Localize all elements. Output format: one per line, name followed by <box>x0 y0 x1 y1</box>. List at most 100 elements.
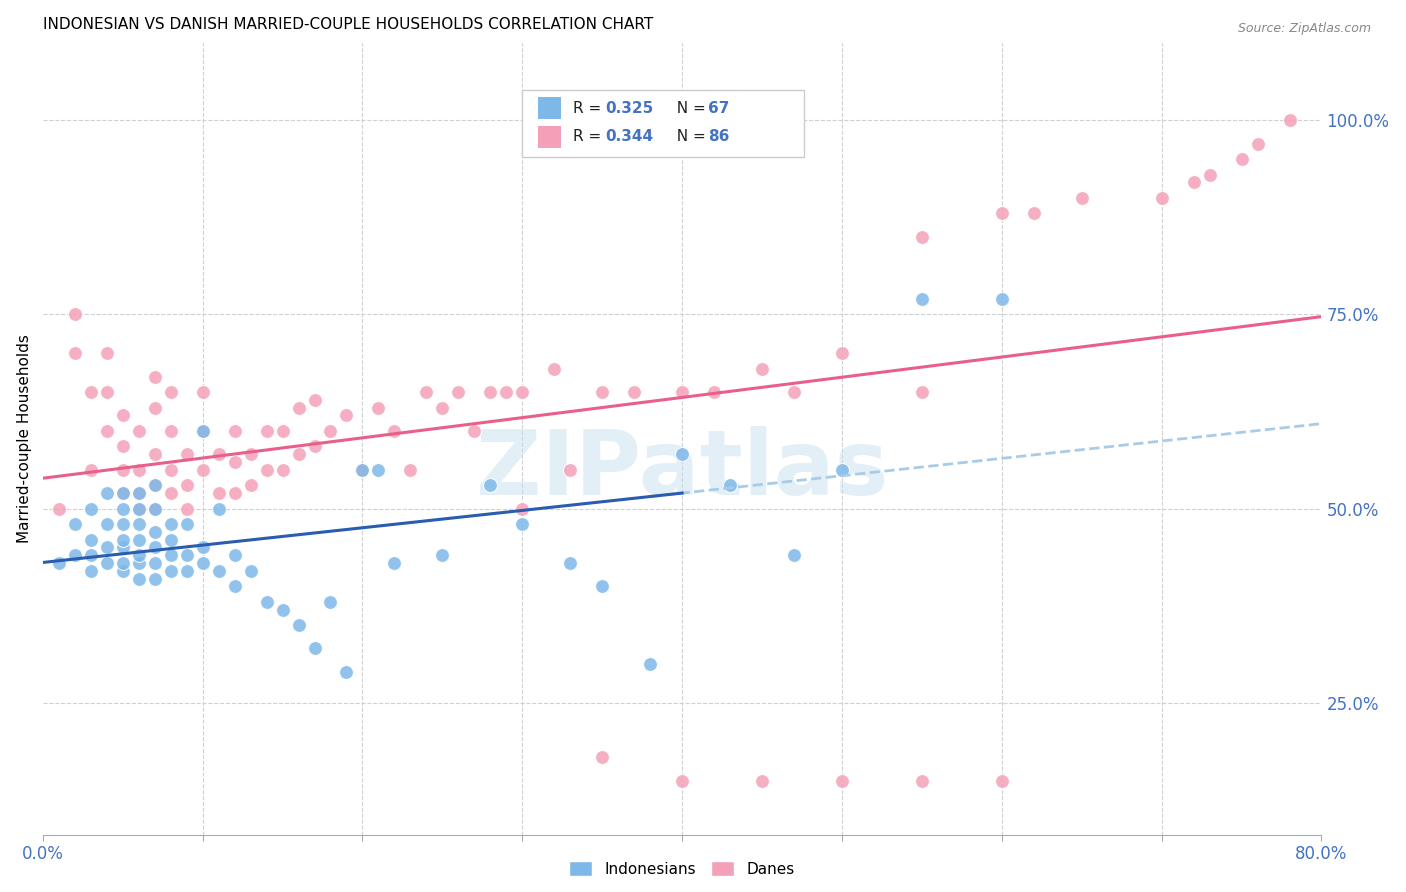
Point <box>111 440 134 454</box>
Point <box>111 556 134 570</box>
Point <box>479 385 502 400</box>
Point <box>751 361 773 376</box>
Point <box>111 517 134 532</box>
Point <box>510 385 533 400</box>
Point <box>591 579 613 593</box>
Bar <box>537 126 561 148</box>
Point <box>911 292 934 306</box>
Point <box>911 773 934 788</box>
Legend: Indonesians, Danes: Indonesians, Danes <box>564 855 801 883</box>
Point <box>831 346 853 360</box>
Point <box>271 463 294 477</box>
Point <box>143 556 166 570</box>
Point <box>623 385 645 400</box>
Point <box>718 478 741 492</box>
Point <box>159 486 181 500</box>
Point <box>432 401 454 415</box>
Point <box>96 385 118 400</box>
Point <box>63 517 86 532</box>
Point <box>96 424 118 438</box>
Point <box>415 385 437 400</box>
Point <box>143 501 166 516</box>
Point <box>271 602 294 616</box>
Point <box>191 385 214 400</box>
Point <box>128 501 150 516</box>
Text: ZIPatlas: ZIPatlas <box>477 426 889 515</box>
Point <box>128 572 150 586</box>
Point <box>111 409 134 423</box>
Text: R =: R = <box>574 129 606 145</box>
Point <box>143 501 166 516</box>
Point <box>256 424 278 438</box>
Point <box>783 385 806 400</box>
Point <box>352 463 374 477</box>
Point <box>191 556 214 570</box>
Point <box>335 665 357 679</box>
Point <box>159 463 181 477</box>
Point <box>783 548 806 562</box>
Point <box>48 501 70 516</box>
Point <box>335 409 357 423</box>
Point <box>96 346 118 360</box>
Point <box>80 385 103 400</box>
Point <box>143 447 166 461</box>
Point <box>367 401 389 415</box>
Point <box>671 773 693 788</box>
Point <box>176 501 198 516</box>
Point <box>287 401 309 415</box>
Point <box>128 517 150 532</box>
Point <box>143 401 166 415</box>
Point <box>176 564 198 578</box>
Point <box>159 385 181 400</box>
Point <box>143 478 166 492</box>
Point <box>111 541 134 555</box>
Point <box>239 447 262 461</box>
Point <box>671 385 693 400</box>
Point <box>63 308 86 322</box>
Point <box>159 564 181 578</box>
Point <box>111 564 134 578</box>
Point <box>304 641 326 656</box>
Point <box>128 463 150 477</box>
Point <box>143 541 166 555</box>
Point <box>111 486 134 500</box>
Point <box>256 463 278 477</box>
Point <box>510 501 533 516</box>
Point <box>751 773 773 788</box>
Point <box>911 385 934 400</box>
Y-axis label: Married-couple Households: Married-couple Households <box>17 334 32 543</box>
Point <box>991 292 1014 306</box>
Text: INDONESIAN VS DANISH MARRIED-COUPLE HOUSEHOLDS CORRELATION CHART: INDONESIAN VS DANISH MARRIED-COUPLE HOUS… <box>42 17 652 32</box>
Point <box>128 486 150 500</box>
Point <box>207 501 229 516</box>
Point <box>224 424 246 438</box>
Point <box>479 478 502 492</box>
Point <box>128 556 150 570</box>
Point <box>304 440 326 454</box>
Point <box>831 463 853 477</box>
Point <box>1022 206 1045 220</box>
Point <box>143 572 166 586</box>
Point <box>1198 168 1220 182</box>
Point <box>447 385 470 400</box>
Point <box>191 424 214 438</box>
Point <box>543 361 565 376</box>
Point <box>287 618 309 632</box>
Point <box>176 478 198 492</box>
Text: 0.325: 0.325 <box>606 101 654 116</box>
Point <box>128 486 150 500</box>
Point <box>191 541 214 555</box>
Point <box>80 463 103 477</box>
Point <box>128 548 150 562</box>
Point <box>96 517 118 532</box>
Point <box>159 424 181 438</box>
Point <box>352 463 374 477</box>
Point <box>128 501 150 516</box>
Point <box>239 478 262 492</box>
Point <box>207 486 229 500</box>
Point <box>176 517 198 532</box>
Point <box>159 548 181 562</box>
Point <box>304 392 326 407</box>
Point <box>239 564 262 578</box>
Point <box>224 455 246 469</box>
